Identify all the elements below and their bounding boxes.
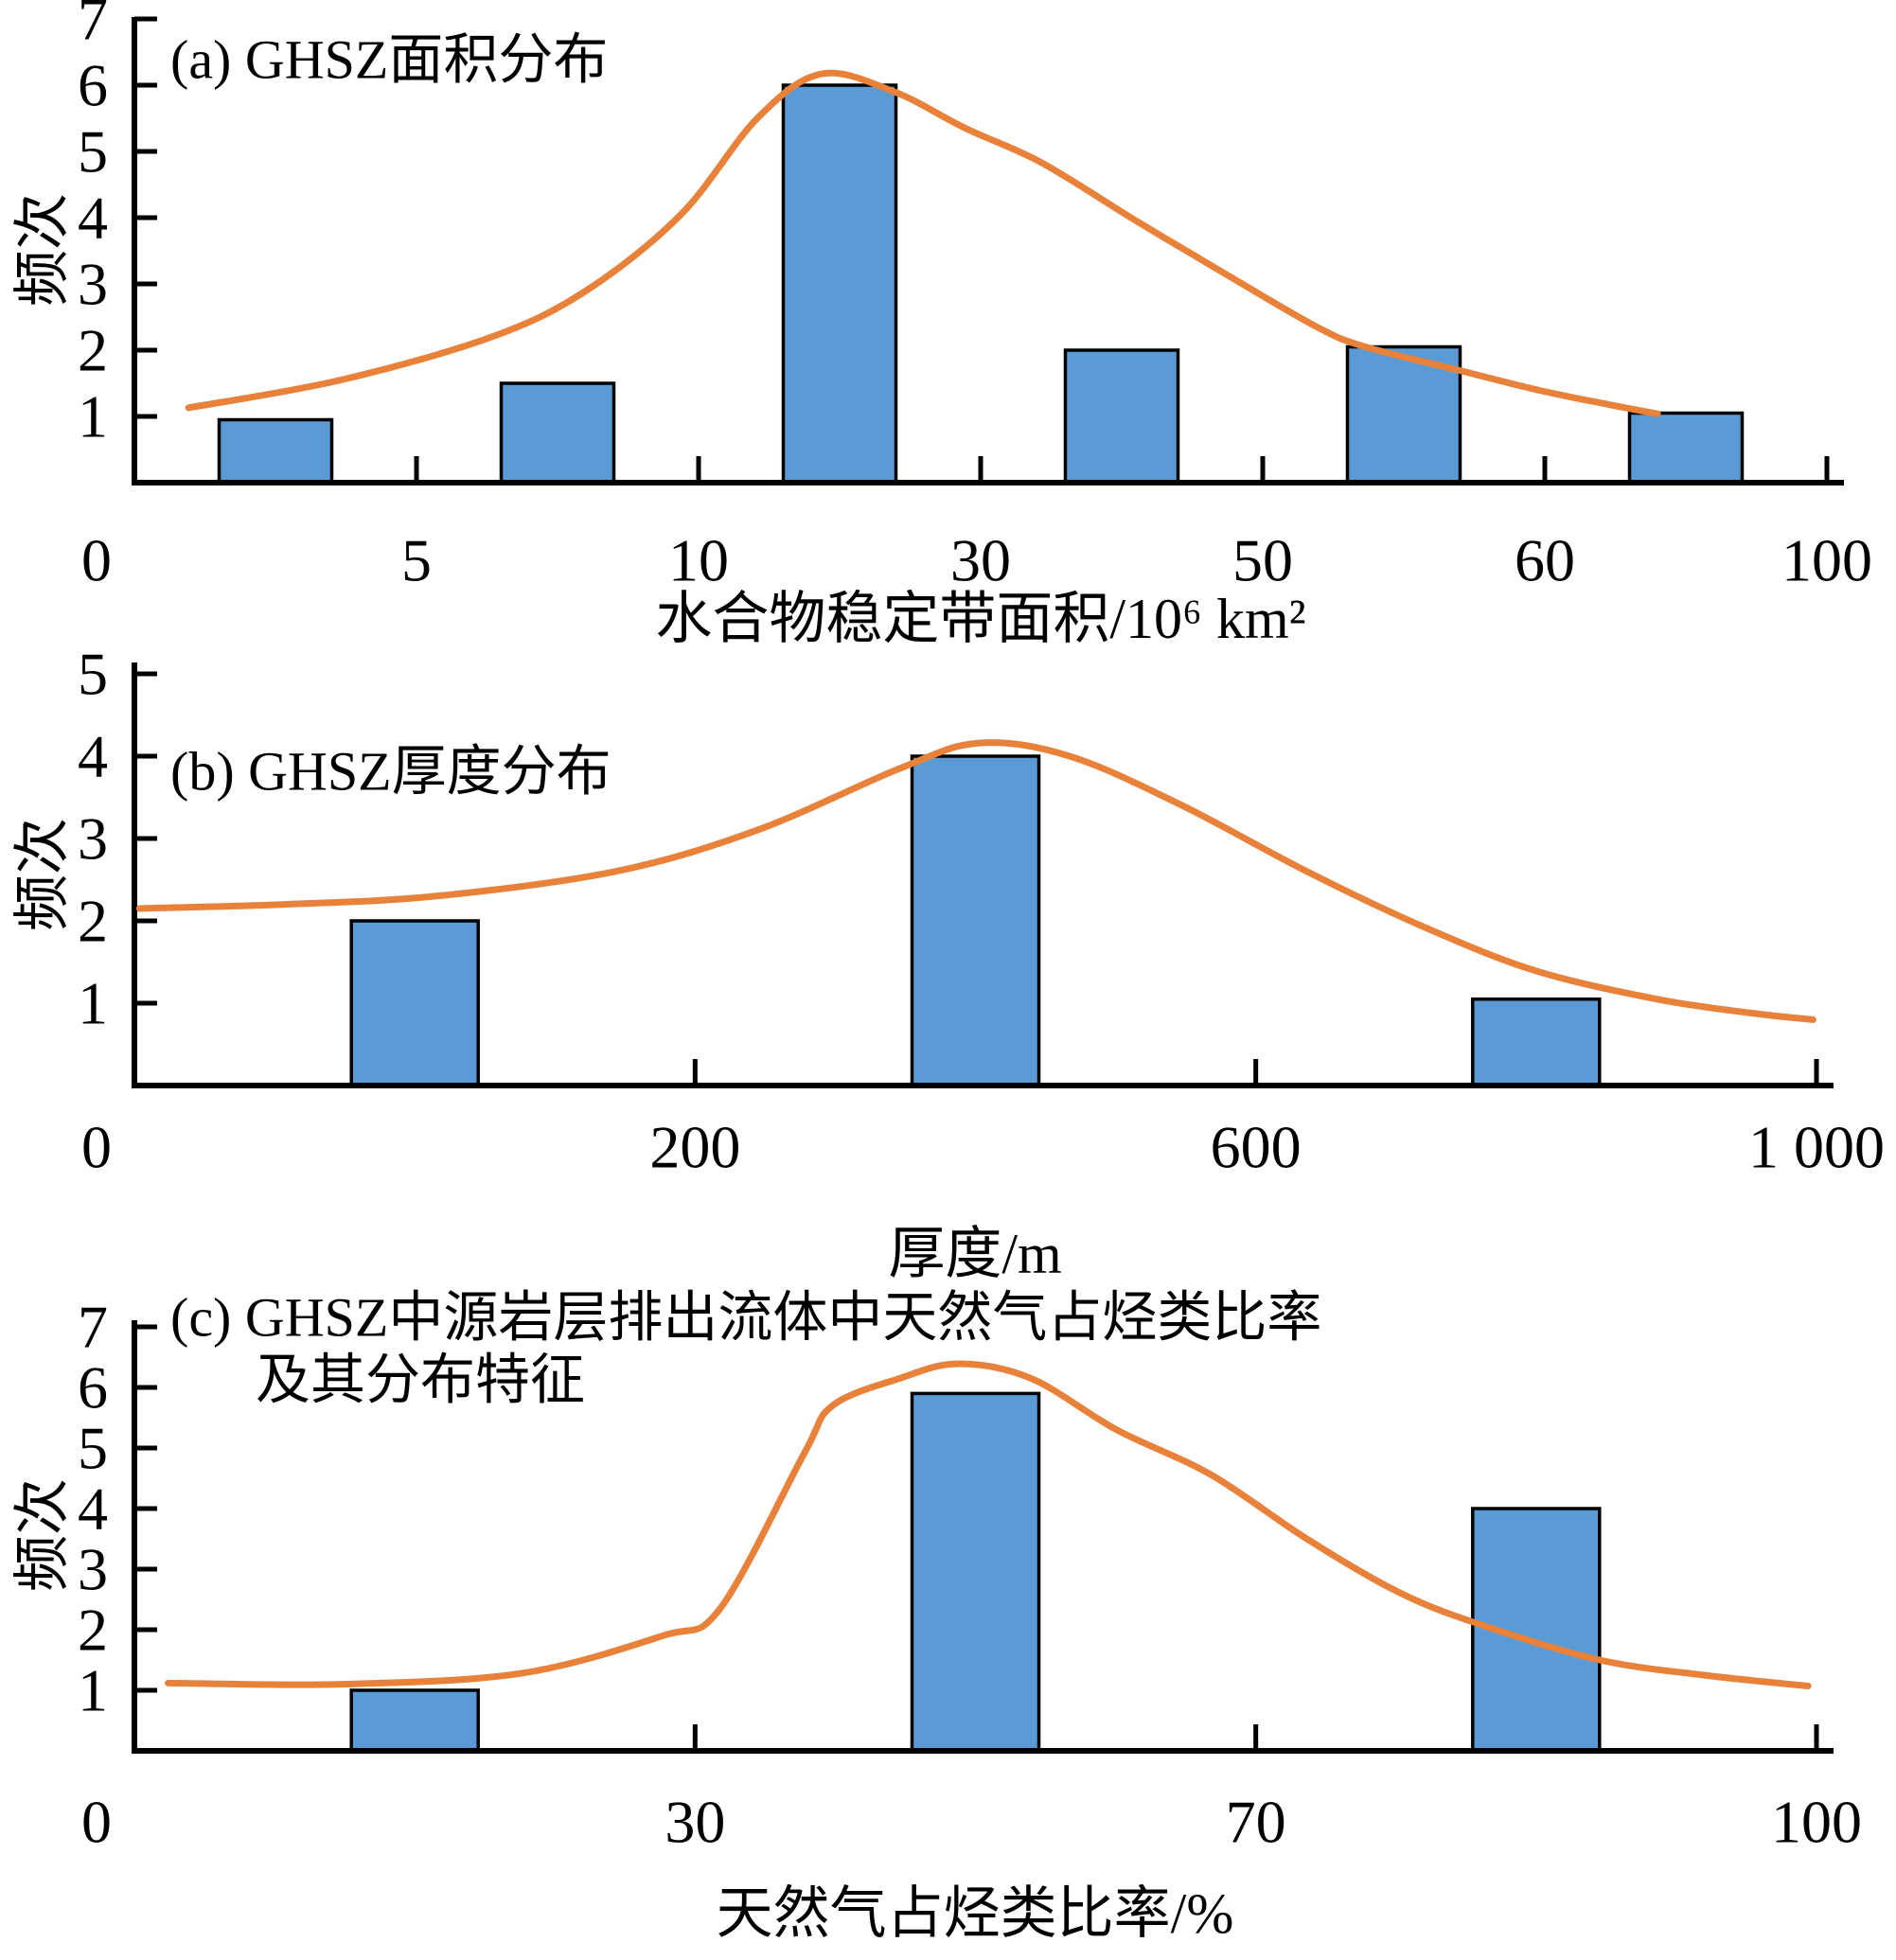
y-tick-label: 2 bbox=[78, 317, 108, 384]
y-tick-label: 3 bbox=[78, 1536, 108, 1603]
y-tick-label: 4 bbox=[78, 1475, 108, 1543]
y-tick-label: 5 bbox=[78, 641, 108, 708]
y-tick-label: 4 bbox=[78, 723, 108, 790]
x-tick-label: 50 bbox=[1232, 527, 1293, 594]
histogram-bar bbox=[1627, 411, 1745, 485]
x-tick-label: 100 bbox=[1771, 1789, 1862, 1856]
x-tick-label: 10 bbox=[668, 527, 729, 594]
distribution-curve bbox=[135, 739, 1816, 1023]
y-tick-label: 1 bbox=[78, 383, 108, 450]
y-tick-label: 2 bbox=[78, 1597, 108, 1664]
y-tick-label: 7 bbox=[78, 0, 108, 53]
y-tick-label: 1 bbox=[78, 970, 108, 1037]
y-tick-label: 5 bbox=[78, 118, 108, 185]
panel-title: 及其分布特征 bbox=[256, 1350, 585, 1411]
histogram-bar bbox=[1063, 348, 1180, 485]
histogram-bar bbox=[910, 1391, 1041, 1753]
histogram-bar bbox=[781, 83, 898, 485]
histogram-bar bbox=[349, 919, 480, 1087]
x-tick-label: 0 bbox=[81, 1114, 112, 1181]
histogram-bar bbox=[349, 1688, 480, 1753]
y-tick-label: 6 bbox=[78, 1354, 108, 1421]
x-tick-label: 200 bbox=[649, 1114, 740, 1181]
x-axis-label: 厚度/m bbox=[888, 1223, 1061, 1285]
x-tick-label: 100 bbox=[1781, 527, 1872, 594]
x-tick-label: 0 bbox=[81, 527, 112, 594]
y-tick-label: 1 bbox=[78, 1657, 108, 1724]
x-tick-label: 0 bbox=[81, 1789, 112, 1856]
y-axis-label: 频次 bbox=[11, 1478, 74, 1592]
panel-title: (c) GHSZ中源岩层排出流体中天然气占烃类比率 bbox=[170, 1287, 1321, 1349]
x-tick-label: 70 bbox=[1226, 1789, 1286, 1856]
y-tick-label: 3 bbox=[78, 805, 108, 873]
y-tick-label: 5 bbox=[78, 1415, 108, 1482]
x-tick-label: 1 000 bbox=[1748, 1114, 1885, 1181]
x-tick-label: 60 bbox=[1515, 527, 1575, 594]
distribution-curve bbox=[165, 1360, 1812, 1689]
x-axis-label: 水合物稳定带面积/10⁶ km² bbox=[655, 588, 1305, 650]
y-axis-label: 频次 bbox=[11, 818, 74, 931]
histogram-bar bbox=[910, 754, 1041, 1087]
histogram-bar bbox=[217, 417, 334, 485]
panel-title: (a) GHSZ面积分布 bbox=[170, 29, 608, 91]
x-tick-label: 30 bbox=[664, 1789, 725, 1856]
y-tick-label: 7 bbox=[78, 1294, 108, 1361]
x-tick-label: 600 bbox=[1211, 1114, 1302, 1181]
histogram-bar bbox=[1471, 997, 1602, 1087]
y-axis-label: 频次 bbox=[11, 193, 74, 307]
histogram-bar bbox=[499, 381, 616, 485]
y-tick-label: 6 bbox=[78, 52, 108, 119]
x-tick-label: 30 bbox=[950, 527, 1011, 594]
y-tick-label: 4 bbox=[78, 185, 108, 252]
distribution-curve bbox=[185, 69, 1661, 417]
y-tick-label: 2 bbox=[78, 888, 108, 955]
x-axis-label: 天然气占烃类比率/% bbox=[717, 1882, 1234, 1945]
panel-title: (b) GHSZ厚度分布 bbox=[170, 741, 611, 803]
histogram-bar bbox=[1345, 344, 1462, 485]
y-tick-label: 3 bbox=[78, 251, 108, 318]
x-tick-label: 5 bbox=[401, 527, 432, 594]
